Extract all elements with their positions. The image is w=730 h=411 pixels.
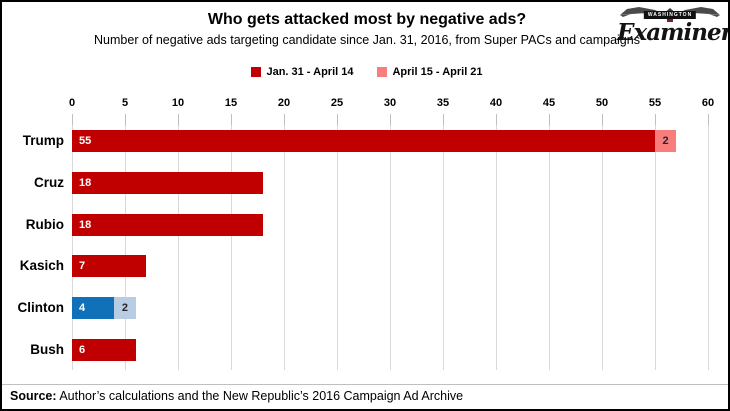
category-label: Kasich (19, 258, 64, 273)
x-axis-tick-label: 50 (595, 97, 609, 109)
legend-label: April 15 - April 21 (392, 66, 483, 78)
washington-examiner-logo: WASHINGTON Examiner (617, 5, 730, 49)
x-axis-tick (125, 114, 126, 125)
gridline (284, 125, 285, 370)
bar-segment: 55 (72, 130, 655, 152)
gridline (390, 125, 391, 370)
gridline (72, 125, 73, 370)
gridline (337, 125, 338, 370)
x-axis-tick (708, 114, 709, 125)
gridline (549, 125, 550, 370)
bar-segment: 6 (72, 339, 136, 361)
x-axis-tick-label: 25 (330, 97, 344, 109)
legend-label: Jan. 31 - April 14 (266, 66, 354, 78)
gridline (443, 125, 444, 370)
legend-item: April 15 - April 21 (377, 66, 483, 78)
x-axis-tick (390, 114, 391, 125)
gridline (708, 125, 709, 370)
source-text: Author’s calculations and the New Republ… (56, 389, 464, 403)
legend-swatch (377, 67, 388, 77)
x-axis-tick (496, 114, 497, 125)
x-axis-tick-label: 10 (171, 97, 185, 109)
bar-value-label: 4 (79, 302, 86, 314)
chart-subtitle: Number of negative ads targeting candida… (94, 33, 640, 47)
category-label: Clinton (17, 300, 65, 315)
logo-washington-text: WASHINGTON (643, 11, 697, 19)
category-label: Rubio (25, 217, 64, 232)
source-divider (2, 384, 728, 385)
x-axis-tick-label: 30 (383, 97, 397, 109)
x-axis-tick-label: 0 (68, 97, 76, 109)
bar-segment: 2 (114, 297, 136, 319)
x-axis-tick (178, 114, 179, 125)
x-axis-tick (284, 114, 285, 125)
bar-value-label: 2 (662, 135, 669, 147)
x-axis-tick (549, 114, 550, 125)
x-axis-tick (72, 114, 73, 125)
legend-item: Jan. 31 - April 14 (251, 66, 353, 78)
logo-examiner-text: Examiner (617, 19, 730, 46)
x-axis-tick-label: 45 (542, 97, 556, 109)
bar-segment: 7 (72, 255, 147, 277)
x-axis-tick-label: 40 (489, 97, 503, 109)
source-label: Source: (10, 389, 57, 403)
gridline (178, 125, 179, 370)
x-axis-tick-label: 20 (277, 97, 291, 109)
bar-value-label: 7 (79, 260, 86, 272)
bar-segment: 2 (655, 130, 677, 152)
bar-value-label: 55 (79, 135, 92, 147)
x-axis-tick-label: 55 (648, 97, 662, 109)
legend-swatch (251, 67, 262, 77)
bar-value-label: 2 (121, 302, 129, 314)
gridline (125, 125, 126, 370)
bar-value-label: 6 (79, 344, 86, 356)
bar-segment: 4 (72, 297, 115, 319)
source-note: Source: Author’s calculations and the Ne… (10, 389, 463, 403)
x-axis-tick (337, 114, 338, 125)
gridline (602, 125, 603, 370)
gridline (496, 125, 497, 370)
chart-title: Who gets attacked most by negative ads? (207, 11, 527, 28)
x-axis-tick-label: 5 (121, 97, 129, 109)
gridline (231, 125, 232, 370)
x-axis-tick (602, 114, 603, 125)
chart-legend: Jan. 31 - April 14 April 15 - April 21 (2, 66, 728, 78)
bar-segment: 18 (72, 172, 263, 194)
bar-value-label: 18 (79, 219, 92, 231)
gridline (655, 125, 656, 370)
x-axis-tick-label: 35 (436, 97, 450, 109)
x-axis-tick-label: 60 (701, 97, 715, 109)
category-label: Bush (30, 342, 64, 357)
bar-segment: 18 (72, 214, 263, 236)
bar-value-label: 18 (79, 177, 92, 189)
x-axis-tick (655, 114, 656, 125)
x-axis-tick (443, 114, 444, 125)
category-label: Trump (22, 133, 64, 148)
category-label: Cruz (34, 175, 64, 190)
x-axis-tick (231, 114, 232, 125)
x-axis-tick-label: 15 (224, 97, 238, 109)
